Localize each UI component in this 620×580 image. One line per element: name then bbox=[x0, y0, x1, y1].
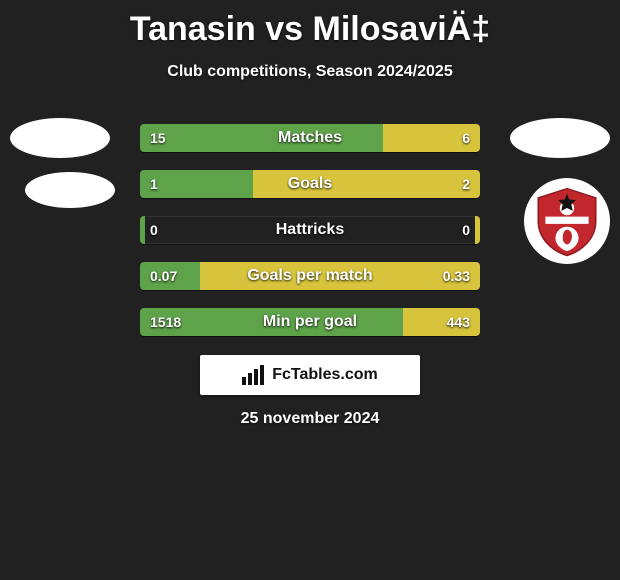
page-title: Tanasin vs MilosaviÄ‡ bbox=[0, 0, 620, 49]
subtitle: Club competitions, Season 2024/2025 bbox=[0, 63, 620, 81]
stat-value-left: 15 bbox=[140, 124, 176, 152]
stat-row: Matches15 6 bbox=[140, 124, 480, 152]
stat-label: Goals per match bbox=[140, 262, 480, 290]
brand-box[interactable]: FcTables.com bbox=[200, 355, 420, 395]
player-left-avatar bbox=[10, 118, 110, 158]
shield-icon bbox=[531, 185, 603, 257]
club-left-avatar bbox=[25, 172, 115, 208]
stat-row: Goals1 2 bbox=[140, 170, 480, 198]
stat-label: Goals bbox=[140, 170, 480, 198]
club-right-badge bbox=[524, 178, 610, 264]
stat-value-right: 6 bbox=[452, 124, 480, 152]
player-right-avatar bbox=[510, 118, 610, 158]
stat-value-left: 0.07 bbox=[140, 262, 187, 290]
brand-label: FcTables.com bbox=[272, 366, 378, 384]
stat-value-left: 0 bbox=[140, 216, 168, 244]
stat-value-right: 2 bbox=[452, 170, 480, 198]
stat-value-right: 0 bbox=[452, 216, 480, 244]
stat-bars: Matches15 6 Goals1 2 Hattricks0 0 Goals per ma… bbox=[140, 124, 480, 354]
stat-value-left: 1518 bbox=[140, 308, 191, 336]
stat-value-right: 0.33 bbox=[433, 262, 480, 290]
stat-row: Min per goal1518443 bbox=[140, 308, 480, 336]
stat-label: Hattricks bbox=[140, 216, 480, 244]
stat-label: Matches bbox=[140, 124, 480, 152]
date-label: 25 november 2024 bbox=[0, 410, 620, 428]
bar-chart-icon bbox=[242, 365, 266, 385]
stat-value-left: 1 bbox=[140, 170, 168, 198]
stat-value-right: 443 bbox=[437, 308, 480, 336]
stat-row: Hattricks0 0 bbox=[140, 216, 480, 244]
stat-row: Goals per match0.07 0.33 bbox=[140, 262, 480, 290]
